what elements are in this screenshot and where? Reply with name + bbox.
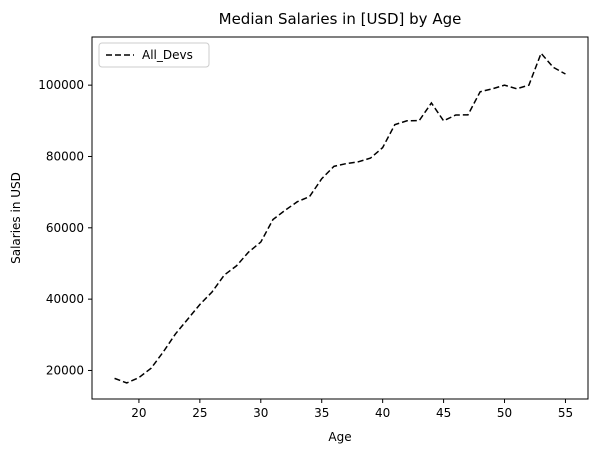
x-tick-label: 25 — [192, 406, 207, 420]
x-tick-label: 55 — [558, 406, 573, 420]
y-tick-label: 40000 — [46, 292, 84, 306]
chart-title: Median Salaries in [USD] by Age — [219, 10, 462, 28]
y-tick-label: 20000 — [46, 363, 84, 377]
x-tick-label: 45 — [436, 406, 451, 420]
legend-label-all-devs: All_Devs — [142, 48, 193, 62]
legend-box — [98, 42, 210, 68]
plot-area-frame — [91, 36, 589, 400]
legend: All_Devs — [98, 42, 210, 68]
plot-content — [114, 51, 566, 384]
series-line-all-devs — [114, 51, 566, 384]
x-axis-ticks: 20 25 30 35 40 45 50 55 — [131, 399, 573, 420]
y-axis-label: Salaries in USD — [9, 172, 23, 264]
x-tick-label: 30 — [253, 406, 268, 420]
x-tick-label: 35 — [314, 406, 329, 420]
y-tick-label: 80000 — [46, 149, 84, 163]
x-tick-label: 20 — [131, 406, 146, 420]
x-axis-label: Age — [328, 430, 351, 444]
y-tick-label: 60000 — [46, 221, 84, 235]
y-axis-ticks: 20000 40000 60000 80000 100000 — [38, 78, 92, 377]
y-tick-label: 100000 — [38, 78, 84, 92]
x-tick-label: 50 — [497, 406, 512, 420]
x-tick-label: 40 — [375, 406, 390, 420]
